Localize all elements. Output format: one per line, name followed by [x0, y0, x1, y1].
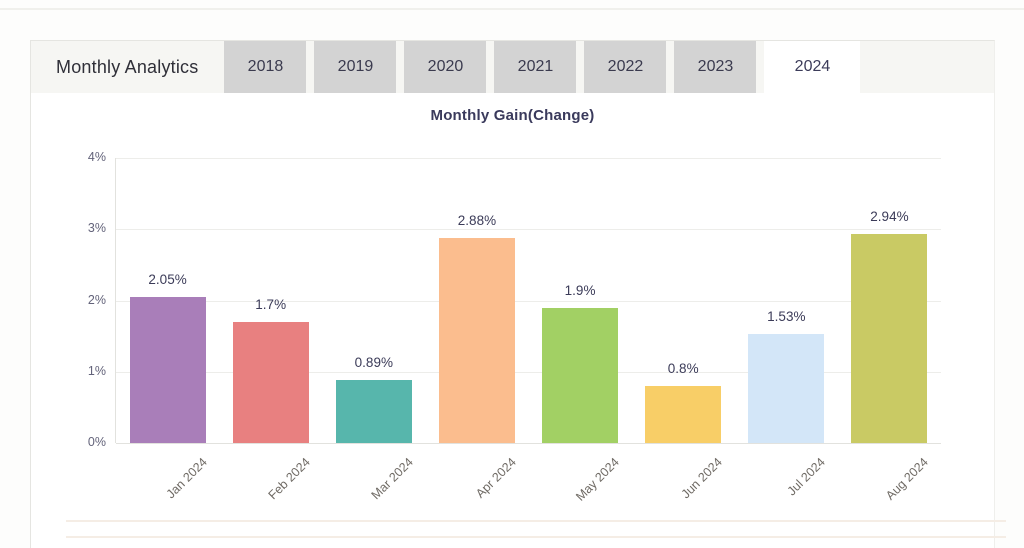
value-label-may-2024: 1.9%	[564, 282, 596, 298]
monthly-analytics-card: Monthly Analytics 2018 2019 2020 2021 2022 20…	[30, 40, 1006, 548]
bar-aug-2024[interactable]	[851, 233, 928, 443]
top-divider	[0, 8, 1024, 10]
tab-2020[interactable]: 2020	[404, 41, 487, 93]
bar-may-2024[interactable]	[542, 307, 619, 443]
value-label-jan-2024: 2.05%	[148, 271, 187, 287]
chart-title: Monthly Gain(Change)	[430, 107, 595, 124]
gridline-3%	[116, 229, 941, 231]
x-axis-tick-mar-2024: Mar 2024	[368, 455, 416, 503]
value-label-apr-2024: 2.88%	[457, 212, 497, 228]
value-label-aug-2024: 2.94%	[870, 208, 909, 224]
tab-2019[interactable]: 2019	[314, 41, 397, 93]
x-axis-tick-jan-2024: Jan 2024	[163, 455, 210, 502]
value-label-feb-2024: 1.7%	[255, 296, 287, 312]
footer-divider-1	[66, 520, 1006, 522]
tab-2024[interactable]: 2024	[764, 41, 861, 93]
gridline-0%	[116, 443, 941, 444]
tab-2023[interactable]: 2023	[674, 41, 757, 93]
bar-feb-2024[interactable]	[232, 321, 309, 443]
value-label-jul-2024: 1.53%	[767, 308, 806, 324]
tab-2018[interactable]: 2018	[224, 41, 307, 93]
bar-jun-2024[interactable]	[645, 386, 722, 443]
y-axis-tick-1%: 1%	[87, 363, 106, 378]
gridline-1%	[116, 371, 941, 373]
tab-2022[interactable]: 2022	[584, 41, 667, 93]
plot-area: 0% 1% 2% 3% 4% 2.05% Jan 2024 1.7% Feb 2024 0.89%…	[88, 150, 941, 504]
x-axis-tick-feb-2024: Feb 2024	[265, 455, 313, 503]
bar-jan-2024[interactable]	[129, 296, 206, 443]
y-axis-tick-0%: 0%	[87, 435, 106, 449]
x-axis-tick-jul-2024: Jul 2024	[784, 455, 829, 499]
x-axis-tick-apr-2024: Apr 2024	[473, 455, 519, 501]
value-label-mar-2024: 0.89%	[354, 354, 393, 370]
gridline-2%	[116, 300, 941, 302]
x-axis-tick-aug-2024: Aug 2024	[883, 455, 932, 503]
card-title: Monthly Analytics	[56, 56, 199, 77]
year-tabs: 2018 2019 2020 2021 2022 2023 2024	[216, 41, 861, 93]
bar-apr-2024[interactable]	[438, 237, 515, 443]
bar-chart: 0% 1% 2% 3% 4% 2.05% Jan 2024 1.7% Feb 2024 0.89%…	[31, 130, 994, 530]
gridline-4%	[116, 158, 941, 159]
footer-divider-2	[66, 536, 1006, 538]
y-axis-tick-4%: 4%	[87, 150, 106, 164]
card-header: Monthly Analytics 2018 2019 2020 2021 2022 20…	[31, 41, 994, 93]
bar-jul-2024[interactable]	[748, 333, 825, 443]
y-axis-tick-3%: 3%	[87, 221, 106, 236]
bar-mar-2024[interactable]	[335, 379, 412, 443]
value-label-jun-2024: 0.8%	[667, 361, 699, 376]
x-axis-tick-may-2024: May 2024	[573, 455, 622, 504]
y-axis-tick-2%: 2%	[87, 292, 106, 307]
tab-2021[interactable]: 2021	[494, 41, 577, 93]
x-axis-tick-jun-2024: Jun 2024	[678, 455, 726, 502]
